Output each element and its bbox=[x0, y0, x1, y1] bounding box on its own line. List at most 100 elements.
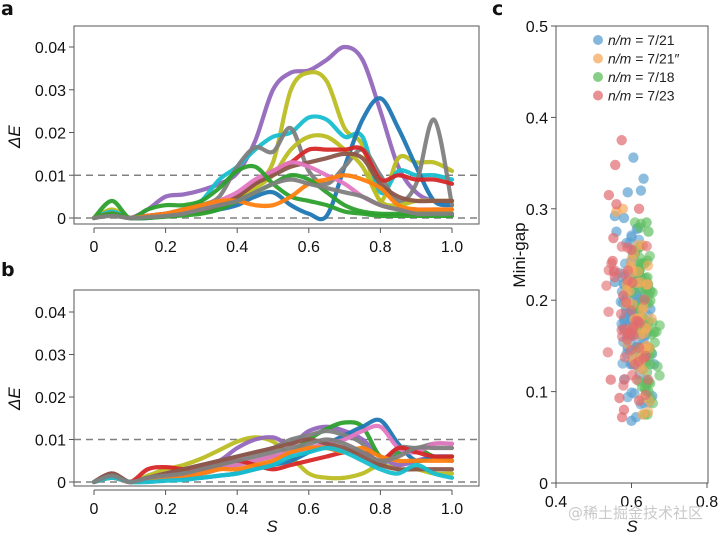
panel-c-scatter-chart: 0 0.1 0.2 0.3 0.4 0.5 0.4 0.6 0.8 n/m = 7/21 n/m… bbox=[510, 19, 718, 536]
legend-label: n/m = 7/18 bbox=[608, 69, 675, 85]
x-axis-c: 0.4 0.6 0.8 bbox=[545, 483, 718, 511]
y-axis-title-a: ΔE bbox=[5, 125, 24, 149]
scatter-point bbox=[638, 328, 649, 340]
y-tick-label-a: 0.03 bbox=[35, 83, 66, 100]
panel-label-b: b bbox=[1, 259, 15, 281]
scatter-point bbox=[654, 370, 665, 381]
scatter-point bbox=[614, 392, 625, 404]
y-tick-label-c: 0.5 bbox=[526, 19, 548, 36]
scatter-point bbox=[617, 290, 629, 301]
scatter-point bbox=[616, 241, 628, 252]
y-tick-label-b: 0.01 bbox=[35, 433, 66, 450]
panel-b-line-chart: 0 0.01 0.02 0.03 0.04 0 0.2 0.4 0.6 0.8 1.0 ΔE S bbox=[5, 289, 480, 536]
scatter-point bbox=[618, 212, 630, 224]
scatter-point bbox=[643, 226, 654, 237]
x-tick-label-c: 0.8 bbox=[696, 494, 718, 511]
legend-label: n/m = 7/21″ bbox=[608, 51, 680, 67]
scatter-point bbox=[646, 313, 657, 324]
watermark-text: @稀土掘金技术社区 bbox=[568, 504, 703, 522]
x-tick-label-b: 0.8 bbox=[369, 501, 391, 518]
plot-frame-b bbox=[73, 289, 480, 487]
y-tick-label-b: 0.02 bbox=[35, 390, 66, 407]
y-tick-label-c: 0 bbox=[539, 476, 548, 493]
y-axis-a: 0 0.01 0.02 0.03 0.04 bbox=[35, 40, 74, 228]
y-tick-label-b: 0 bbox=[57, 475, 66, 492]
legend-marker bbox=[593, 72, 603, 82]
legend-label-value: = 7/21″ bbox=[631, 51, 679, 67]
series-line-b-red bbox=[91, 445, 455, 485]
scatter-point bbox=[633, 395, 645, 406]
x-axis-b: 0 0.2 0.4 0.6 0.8 1.0 bbox=[90, 489, 463, 518]
scatter-point bbox=[628, 152, 639, 163]
scatter-point bbox=[626, 387, 637, 398]
y-tick-label-b: 0.03 bbox=[35, 348, 66, 365]
scatter-point bbox=[627, 277, 638, 288]
scatter-point bbox=[603, 189, 615, 201]
scatter-point bbox=[642, 260, 654, 271]
scatter-point bbox=[628, 321, 639, 332]
y-tick-label-c: 0.1 bbox=[526, 385, 548, 402]
scatter-points-c bbox=[601, 135, 665, 427]
scatter-point bbox=[633, 203, 645, 214]
legend-label-value: = 7/21 bbox=[631, 32, 674, 48]
y-tick-label-a: 0.04 bbox=[35, 40, 66, 57]
scatter-point bbox=[627, 369, 638, 381]
legend-label-ratio: n/m bbox=[608, 69, 632, 85]
y-axis-c: 0 0.1 0.2 0.3 0.4 0.5 bbox=[526, 19, 556, 493]
scatter-point bbox=[622, 187, 633, 198]
scatter-point bbox=[622, 265, 634, 276]
scatter-point bbox=[611, 199, 622, 210]
panel-a-line-chart: 0 0.01 0.02 0.03 0.04 0 0.2 0.4 0.6 0.8 1.0 ΔE bbox=[5, 25, 480, 256]
y-tick-label-c: 0.2 bbox=[526, 293, 548, 310]
scatter-point bbox=[616, 411, 628, 423]
y-tick-label-a: 0.02 bbox=[35, 126, 66, 143]
x-tick-label-b: 0.4 bbox=[226, 501, 248, 518]
legend-label-ratio: n/m bbox=[608, 51, 632, 67]
y-tick-label-c: 0.4 bbox=[526, 110, 548, 127]
x-tick-label-a: 0.2 bbox=[154, 239, 176, 256]
scatter-point bbox=[619, 352, 631, 363]
legend-label-ratio: n/m bbox=[608, 88, 632, 104]
scatter-point bbox=[643, 374, 654, 385]
scatter-point bbox=[616, 135, 627, 146]
scatter-point bbox=[641, 217, 652, 228]
scatter-point bbox=[635, 277, 646, 288]
scatter-point bbox=[638, 364, 649, 376]
scatter-point bbox=[648, 326, 660, 338]
y-tick-label-a: 0.01 bbox=[35, 168, 66, 185]
scatter-point bbox=[626, 305, 637, 316]
y-tick-label-a: 0 bbox=[57, 211, 66, 228]
legend-marker bbox=[593, 90, 603, 101]
scatter-point bbox=[603, 306, 614, 318]
scatter-point bbox=[641, 241, 652, 252]
panel-label-a: a bbox=[1, 0, 14, 20]
legend-label-value: = 7/23 bbox=[631, 88, 674, 104]
series-lines-b bbox=[91, 417, 455, 485]
x-tick-label-c: 0.4 bbox=[545, 494, 567, 511]
x-tick-label-b: 1.0 bbox=[441, 501, 463, 518]
series-line-b-gray-2 bbox=[91, 437, 455, 485]
x-tick-label-a: 0.8 bbox=[369, 239, 391, 256]
scatter-point bbox=[605, 374, 616, 385]
scatter-point bbox=[635, 185, 647, 196]
legend-marker bbox=[593, 53, 603, 64]
series-line-b-cyan bbox=[91, 445, 455, 485]
plot-frame-a bbox=[73, 25, 480, 225]
legend-c: n/m = 7/21n/m = 7/21″n/m = 7/18n/m = 7/2… bbox=[593, 32, 680, 104]
y-tick-label-c: 0.3 bbox=[526, 202, 548, 219]
scatter-point bbox=[638, 173, 649, 184]
legend-label: n/m = 7/23 bbox=[608, 88, 675, 104]
scatter-point bbox=[637, 409, 649, 420]
x-tick-label-a: 1.0 bbox=[441, 239, 463, 256]
y-axis-b: 0 0.01 0.02 0.03 0.04 bbox=[35, 305, 74, 492]
x-tick-label-a: 0.4 bbox=[226, 239, 248, 256]
scatter-point bbox=[602, 347, 614, 358]
scatter-point bbox=[629, 359, 640, 370]
y-axis-title-c: Mini-gap bbox=[510, 222, 529, 287]
series-lines-a bbox=[91, 44, 455, 222]
y-axis-title-b: ΔE bbox=[5, 387, 24, 411]
scatter-point bbox=[633, 342, 645, 353]
legend-label-value: = 7/18 bbox=[631, 69, 674, 85]
x-tick-label-c: 0.6 bbox=[620, 494, 642, 511]
